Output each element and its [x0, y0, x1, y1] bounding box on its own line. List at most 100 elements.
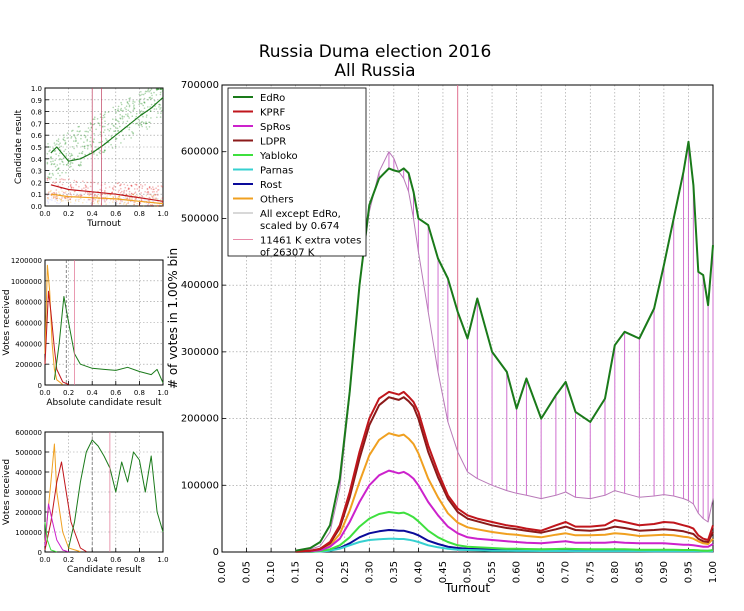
scatter-point [89, 144, 92, 146]
scatter-point [89, 129, 91, 131]
relative-series-line [44, 443, 81, 553]
scatter-point [99, 195, 102, 197]
scatter-point [96, 194, 98, 197]
scatter-point [57, 138, 60, 140]
legend-label: Yabloko [259, 151, 298, 162]
scatter-point [75, 139, 77, 142]
scatter-point [154, 194, 156, 196]
scatter-point [86, 148, 89, 150]
scatter-point [126, 101, 129, 103]
scatter-point [132, 132, 134, 134]
scatter-point [114, 186, 117, 188]
scatter-point [99, 124, 101, 127]
scatter-point [86, 191, 89, 194]
scatter-point [125, 197, 127, 200]
scatter-point [93, 195, 95, 197]
scatter-point [67, 162, 69, 165]
scatter-point [135, 112, 138, 115]
scatter-point [139, 111, 141, 114]
x-axis-label: Turnout [86, 219, 121, 229]
scatter-point [86, 181, 88, 184]
scatter-point [80, 164, 82, 167]
scatter-point [106, 139, 108, 141]
scatter-point [126, 184, 129, 187]
scatter-point [50, 156, 52, 158]
scatter-point [126, 101, 129, 104]
scatter-point [125, 197, 127, 199]
scatter-point [141, 93, 143, 96]
scatter-point [104, 129, 106, 131]
x-tick-label: 0.55 [487, 561, 498, 583]
scatter-point [128, 188, 131, 190]
scatter-point [78, 198, 80, 201]
scatter-point [98, 200, 100, 202]
scatter-point [128, 134, 130, 137]
scatter-point [156, 116, 158, 119]
scatter-point [128, 105, 131, 108]
scatter-point [55, 178, 57, 180]
scatter-point [97, 122, 99, 124]
y-tick-label: 0.4 [31, 156, 43, 164]
y-tick-label: 500000 [15, 449, 42, 457]
scatter-point [155, 88, 158, 90]
scatter-point [107, 123, 109, 126]
scatter-point [52, 196, 55, 199]
scatter-point [127, 103, 130, 105]
scatter-point [77, 164, 80, 166]
scatter-point [120, 107, 122, 110]
relative-series-line [44, 521, 57, 553]
scatter-point [130, 184, 133, 187]
scatter-point [153, 188, 155, 191]
scatter-point [69, 155, 72, 158]
x-tick-label: 0.80 [610, 561, 621, 583]
scatter-point [149, 110, 152, 112]
scatter-point [117, 191, 120, 193]
scatter-point [123, 115, 125, 118]
scatter-trend-line [50, 184, 164, 202]
scatter-point [97, 183, 99, 185]
scatter-point [125, 201, 127, 203]
scatter-point [128, 117, 130, 119]
legend-label: Others [260, 195, 294, 206]
scatter-point [51, 198, 53, 200]
scatter-point [159, 108, 161, 110]
scatter-point [144, 90, 147, 93]
absolute-series-line [53, 296, 164, 384]
scatter-point [149, 197, 151, 199]
scatter-point [160, 185, 163, 187]
scatter-point [73, 147, 75, 150]
scatter-point [101, 193, 104, 196]
scatter-point [134, 201, 136, 203]
legend-label: LDPR [260, 137, 286, 148]
scatter-point [63, 136, 65, 139]
scatter-point [134, 198, 136, 200]
scatter-point [157, 112, 159, 114]
scatter-point [62, 139, 65, 141]
scatter-point [109, 193, 112, 196]
scatter-point [92, 200, 95, 202]
scatter-point [147, 89, 149, 92]
scatter-point [115, 111, 117, 114]
series-line-spros [295, 469, 714, 553]
scatter-point [80, 152, 83, 154]
scatter-point [124, 186, 127, 189]
x-axis-label: Turnout [444, 581, 490, 595]
scatter-point [86, 144, 89, 147]
scatter-point [128, 104, 131, 107]
scatter-point [59, 199, 62, 201]
scatter-point [77, 126, 79, 128]
scatter-point [93, 138, 95, 140]
scatter-point [90, 127, 92, 129]
scatter-point [147, 106, 149, 108]
x-axis-label: Candidate result [67, 565, 142, 575]
scatter-point [157, 198, 159, 200]
scatter-point [113, 185, 115, 187]
scatter-point [62, 197, 64, 199]
scatter-point [96, 154, 98, 156]
x-tick-label: 0.35 [389, 561, 400, 583]
scatter-point [133, 201, 135, 203]
scatter-point [47, 176, 49, 178]
scatter-point [153, 191, 155, 193]
scatter-point [138, 190, 140, 192]
scatter-point [133, 203, 135, 206]
